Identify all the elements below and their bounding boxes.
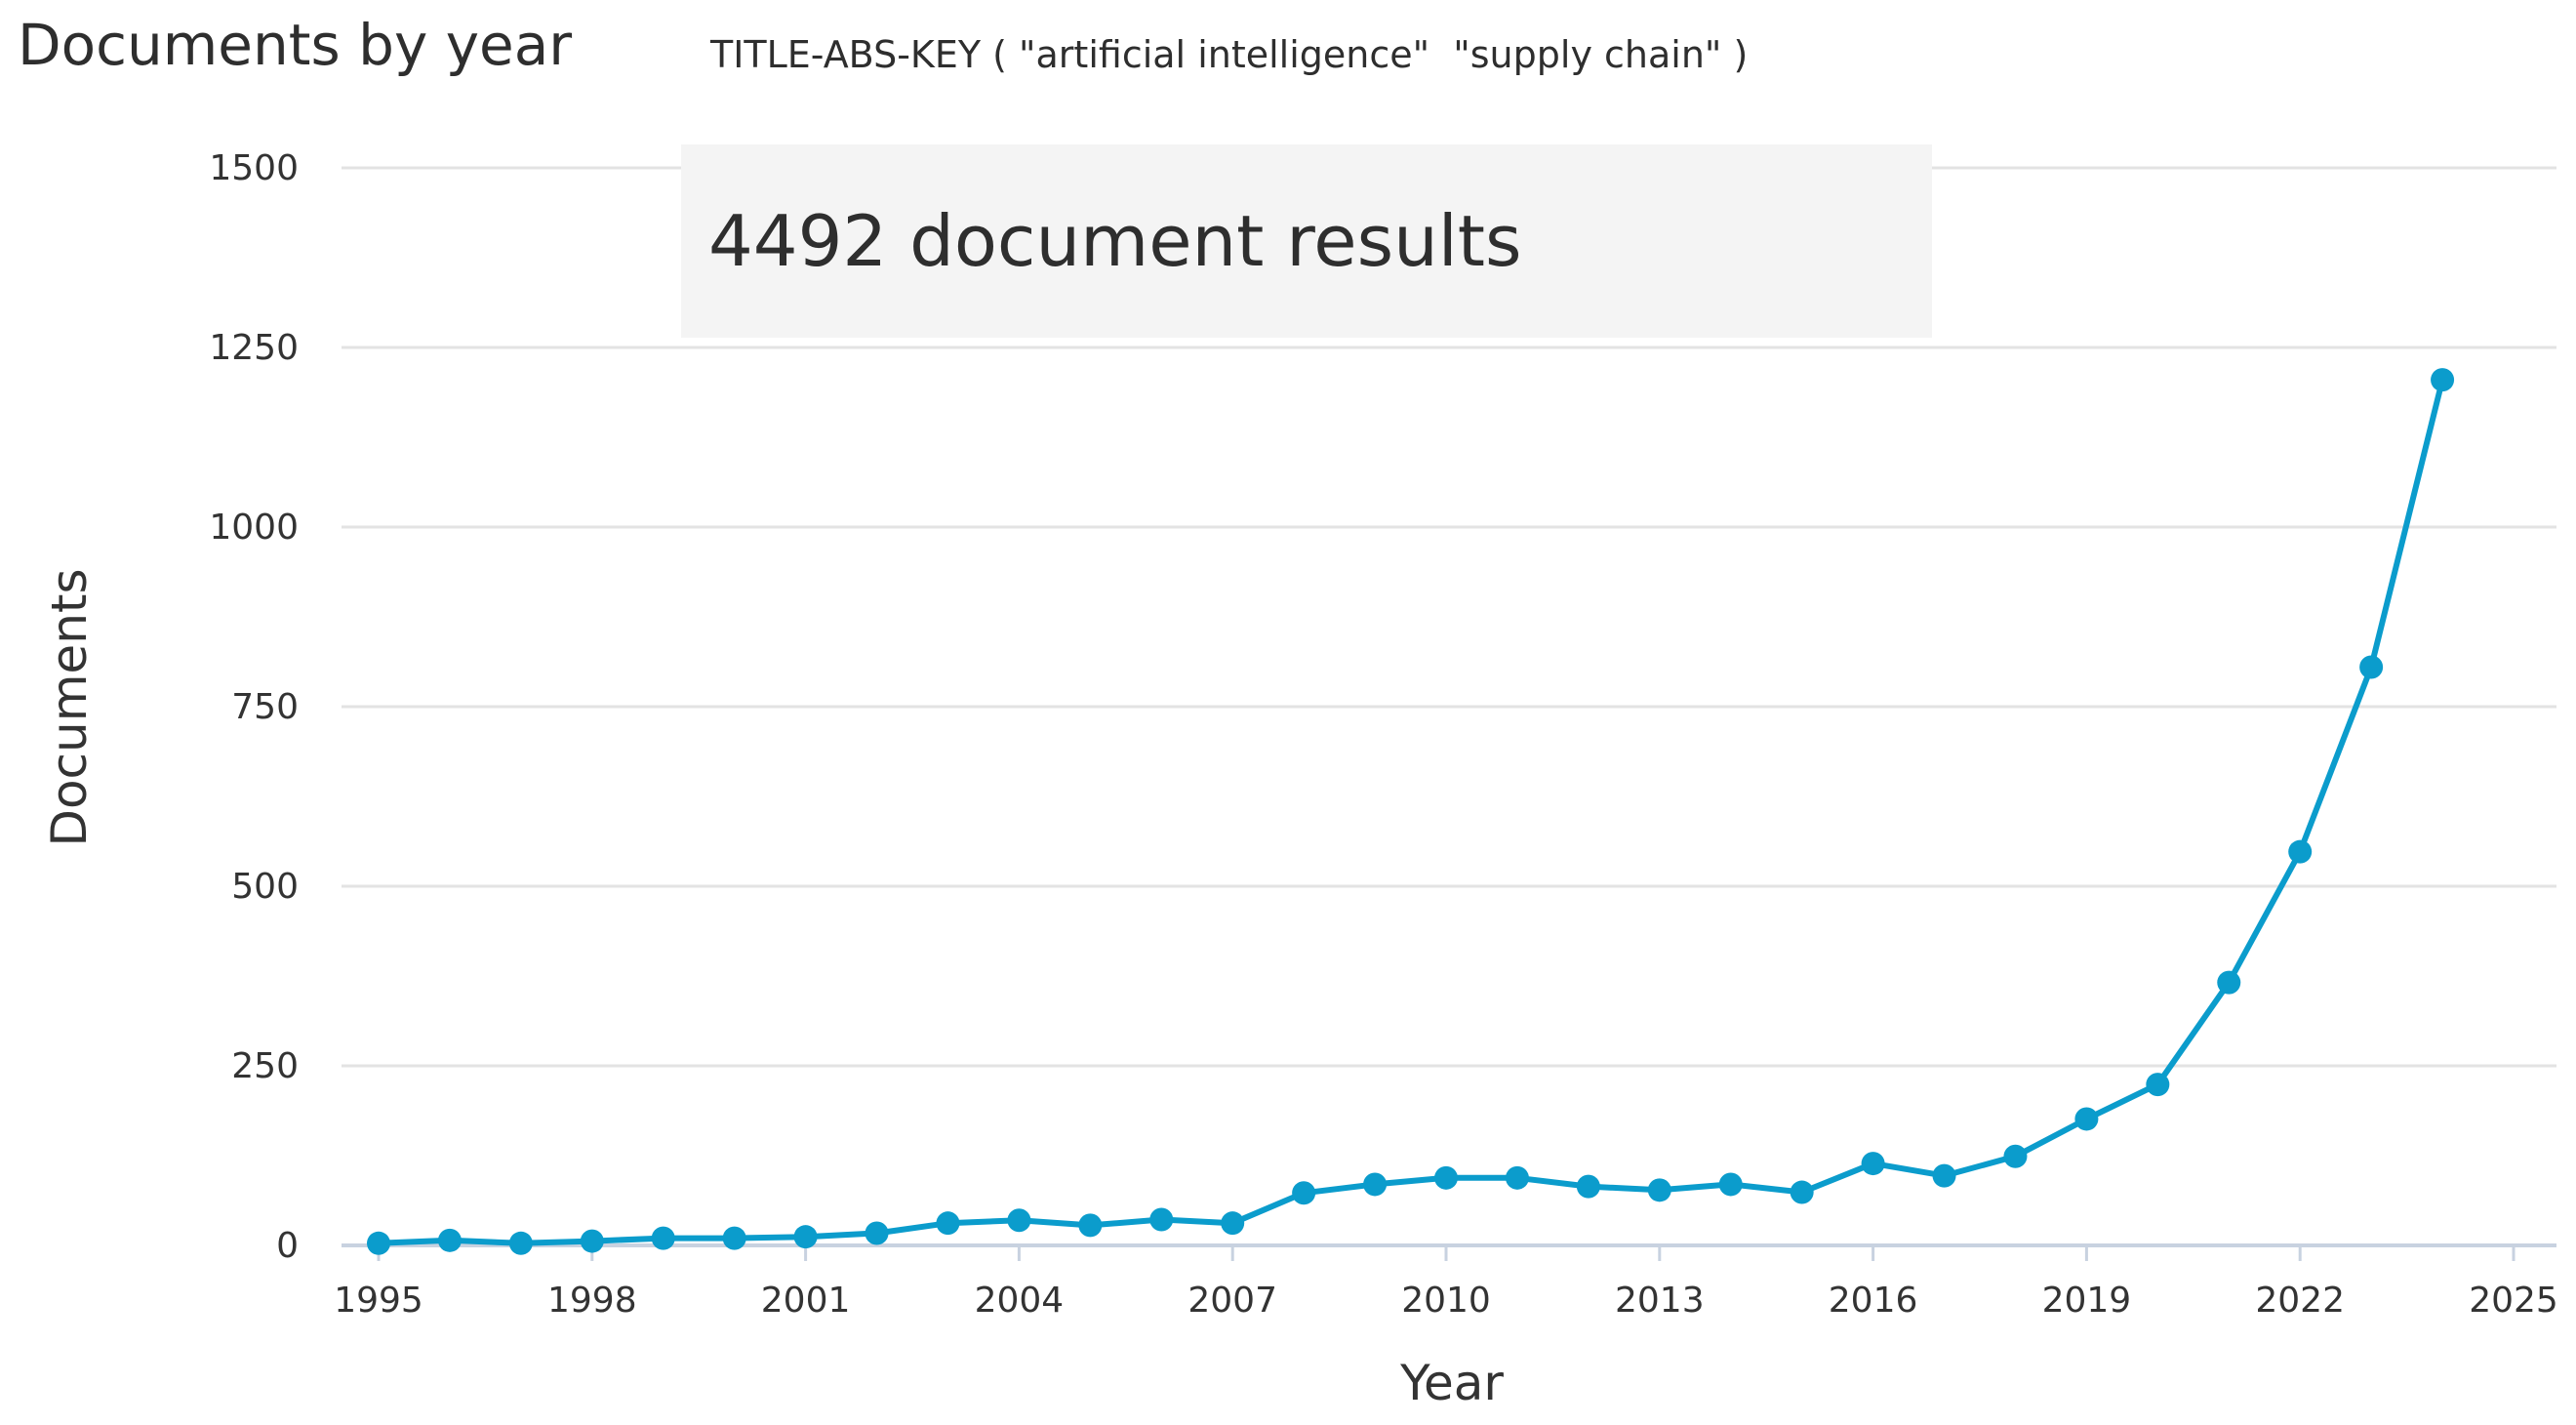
document-results-count: 4492 document results [708,200,1521,282]
y-tick-label: 1000 [209,508,299,548]
x-tick-label: 2013 [1615,1281,1705,1321]
data-point-1997[interactable] [508,1231,533,1255]
y-tick-label: 1500 [209,148,299,188]
data-point-2003[interactable] [936,1211,960,1236]
data-point-2015[interactable] [1790,1180,1814,1204]
x-tick-label: 1995 [334,1281,423,1321]
data-point-2010[interactable] [1434,1165,1458,1190]
results-banner: 4492 document results [681,144,1932,338]
data-point-2019[interactable] [2074,1107,2099,1131]
axes: 0 250 500 750 1000 1250 1500 1995 1998 2001 2004 20… [209,148,2557,1321]
x-axis-title: Year [1399,1355,1504,1411]
data-point-2017[interactable] [1932,1163,1956,1188]
data-point-1998[interactable] [580,1229,604,1253]
data-point-1996[interactable] [437,1228,462,1252]
data-point-2002[interactable] [865,1221,889,1245]
series-line [376,377,2446,1246]
x-tick-label: 2016 [1829,1281,1918,1321]
data-point-2023[interactable] [2359,655,2384,679]
results-banner-background [681,144,1932,338]
data-point-2021[interactable] [2217,970,2241,995]
data-point-2018[interactable] [2003,1144,2028,1168]
data-point-2009[interactable] [1363,1172,1388,1197]
y-tick-label: 1250 [209,328,299,368]
data-point-2014[interactable] [1718,1172,1743,1197]
x-tick-label: 2019 [2042,1281,2132,1321]
data-point-2013[interactable] [1647,1178,1671,1202]
x-tick-label: 1998 [547,1281,637,1321]
data-point-2000[interactable] [722,1226,746,1250]
page-title: Documents by year [18,12,573,78]
x-tick-label: 2004 [975,1281,1065,1321]
data-point-2011[interactable] [1505,1165,1529,1190]
data-point-2024[interactable] [2431,368,2455,392]
data-point-2012[interactable] [1576,1174,1600,1199]
y-tick-label: 500 [231,867,299,907]
data-point-2005[interactable] [1078,1213,1103,1238]
data-point-1995[interactable] [367,1231,390,1255]
x-tick-label: 2022 [2255,1281,2345,1321]
data-point-2008[interactable] [1292,1181,1316,1205]
x-tick-label: 2025 [2469,1281,2558,1321]
y-tick-label: 750 [231,687,299,727]
data-point-2006[interactable] [1149,1207,1174,1232]
y-axis-title: Documents [41,568,98,846]
data-point-2004[interactable] [1007,1208,1031,1233]
data-point-2007[interactable] [1221,1211,1245,1236]
x-tick-label: 2007 [1187,1281,1277,1321]
series-documents [367,368,2455,1255]
data-point-2020[interactable] [2146,1073,2170,1097]
x-tick-label: 2010 [1401,1281,1491,1321]
data-point-2001[interactable] [793,1225,818,1249]
y-tick-label: 250 [231,1046,299,1086]
search-query: TITLE-ABS-KEY ( "artificial intelligence… [710,33,1749,76]
data-point-2022[interactable] [2288,839,2313,864]
x-tick-label: 2001 [761,1281,851,1321]
y-tick-label: 0 [276,1226,299,1266]
data-point-2016[interactable] [1861,1152,1885,1176]
data-point-1999[interactable] [651,1226,675,1250]
